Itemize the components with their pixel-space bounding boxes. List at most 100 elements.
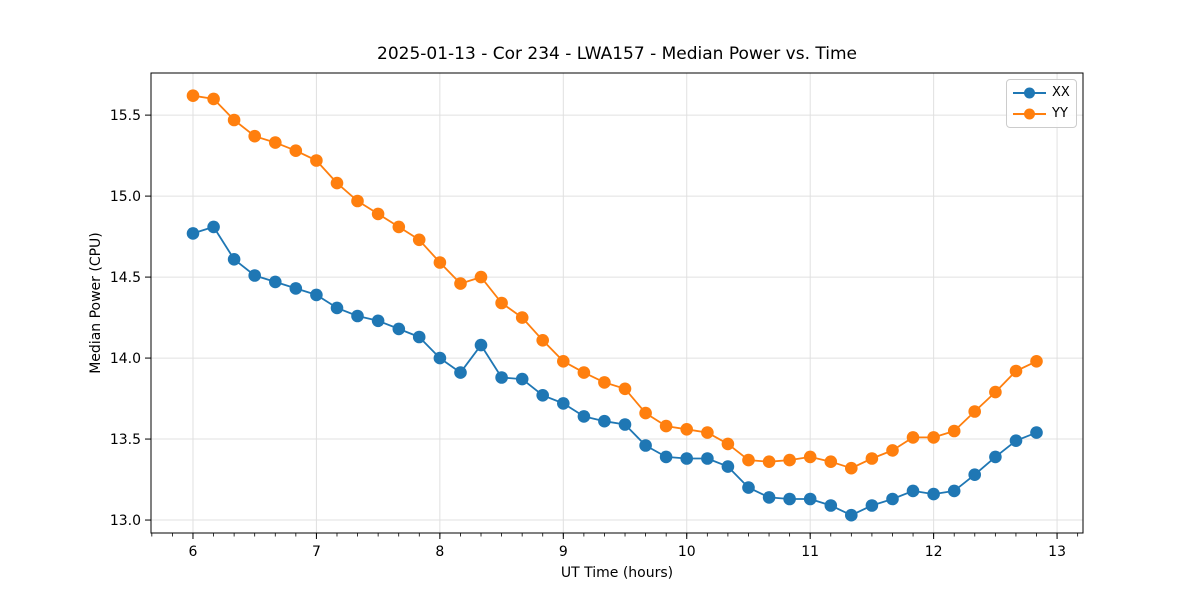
data-point-xx — [351, 309, 364, 323]
data-point-yy — [351, 194, 364, 208]
legend-swatch-yy — [1013, 108, 1046, 120]
legend-item-yy: YY — [1013, 106, 1070, 122]
legend-swatch-xx — [1013, 87, 1046, 99]
data-point-yy — [207, 92, 220, 106]
legend-label-yy: YY — [1052, 106, 1068, 121]
data-point-xx — [289, 282, 303, 295]
data-point-xx — [803, 492, 817, 506]
data-point-xx — [659, 450, 673, 464]
data-point-xx — [454, 366, 467, 379]
x-tick-label: 7 — [312, 544, 321, 560]
data-point-xx — [557, 397, 570, 410]
data-point-yy — [412, 233, 426, 247]
data-point-yy — [515, 311, 529, 324]
data-point-yy — [433, 256, 447, 269]
y-tick-label: 13.0 — [110, 513, 141, 529]
data-point-xx — [495, 371, 508, 384]
data-point-xx — [392, 322, 406, 336]
data-point-yy — [865, 452, 879, 465]
data-point-yy — [310, 154, 323, 167]
data-point-yy — [783, 453, 796, 467]
data-point-yy — [392, 220, 406, 234]
data-point-xx — [639, 439, 652, 452]
x-tick-label: 9 — [559, 544, 568, 560]
data-point-yy — [1030, 355, 1043, 368]
data-point-yy — [803, 450, 817, 464]
data-point-xx — [577, 410, 591, 423]
data-point-yy — [659, 419, 673, 433]
data-point-yy — [536, 334, 549, 347]
x-tick-label: 10 — [678, 544, 696, 560]
data-point-xx — [865, 499, 879, 512]
data-point-yy — [639, 406, 652, 420]
data-point-yy — [968, 405, 981, 418]
data-point-yy — [454, 277, 467, 290]
data-point-xx — [845, 508, 858, 522]
data-point-yy — [269, 136, 282, 149]
data-point-xx — [536, 389, 549, 402]
data-point-xx — [598, 414, 611, 428]
legend-item-xx: XX — [1013, 85, 1070, 101]
data-point-xx — [783, 492, 796, 506]
data-point-yy — [330, 176, 344, 190]
data-point-xx — [330, 301, 344, 315]
data-point-yy — [845, 461, 858, 475]
data-point-yy — [721, 437, 735, 451]
legend-label-xx: XX — [1052, 85, 1070, 100]
data-point-xx — [1030, 426, 1043, 439]
data-point-yy — [947, 424, 961, 438]
data-point-yy — [371, 207, 385, 221]
data-point-yy — [495, 296, 508, 310]
data-point-yy — [248, 129, 261, 143]
chart-title: 2025-01-13 - Cor 234 - LWA157 - Median P… — [377, 44, 857, 64]
data-point-xx — [1009, 434, 1023, 448]
data-point-xx — [906, 484, 920, 498]
data-point-yy — [906, 431, 920, 444]
data-point-xx — [824, 499, 838, 512]
data-point-xx — [762, 491, 776, 504]
x-tick-label: 11 — [801, 544, 819, 560]
data-point-xx — [207, 220, 220, 234]
series-yy-line — [192, 94, 1037, 470]
x-tick-label: 6 — [189, 544, 198, 560]
data-point-yy — [289, 144, 303, 157]
data-point-xx — [412, 330, 426, 344]
data-point-xx — [269, 275, 282, 289]
data-point-xx — [947, 484, 961, 498]
data-point-yy — [927, 431, 940, 444]
data-point-xx — [310, 288, 323, 302]
data-point-yy — [680, 423, 693, 436]
data-point-yy — [618, 382, 632, 396]
data-point-yy — [989, 385, 1002, 399]
y-tick-label: 14.5 — [110, 270, 141, 286]
data-point-xx — [968, 468, 981, 482]
plot-border — [150, 72, 1084, 534]
data-point-xx — [515, 372, 529, 386]
data-point-yy — [557, 355, 570, 368]
legend: XX YY — [1006, 79, 1077, 128]
data-point-xx — [742, 481, 755, 494]
y-tick-label: 13.5 — [110, 432, 141, 448]
x-tick-label: 13 — [1048, 544, 1066, 560]
data-point-xx — [371, 314, 385, 328]
legend-marker-icon — [1024, 108, 1035, 120]
data-point-xx — [680, 452, 693, 465]
data-point-yy — [1009, 364, 1023, 378]
data-point-yy — [701, 426, 714, 439]
data-point-yy — [577, 366, 591, 379]
data-point-yy — [824, 455, 838, 469]
data-point-xx — [227, 252, 241, 266]
data-point-xx — [721, 460, 735, 473]
data-point-yy — [762, 455, 776, 469]
data-point-xx — [989, 450, 1002, 464]
data-point-xx — [701, 452, 714, 465]
x-axis-label: UT Time (hours) — [560, 565, 674, 581]
y-tick-label: 14.0 — [110, 351, 141, 367]
data-point-yy — [186, 89, 200, 102]
x-tick-label: 12 — [925, 544, 943, 560]
series-xx-line — [192, 226, 1037, 517]
data-point-yy — [598, 376, 611, 389]
data-point-xx — [886, 492, 899, 506]
